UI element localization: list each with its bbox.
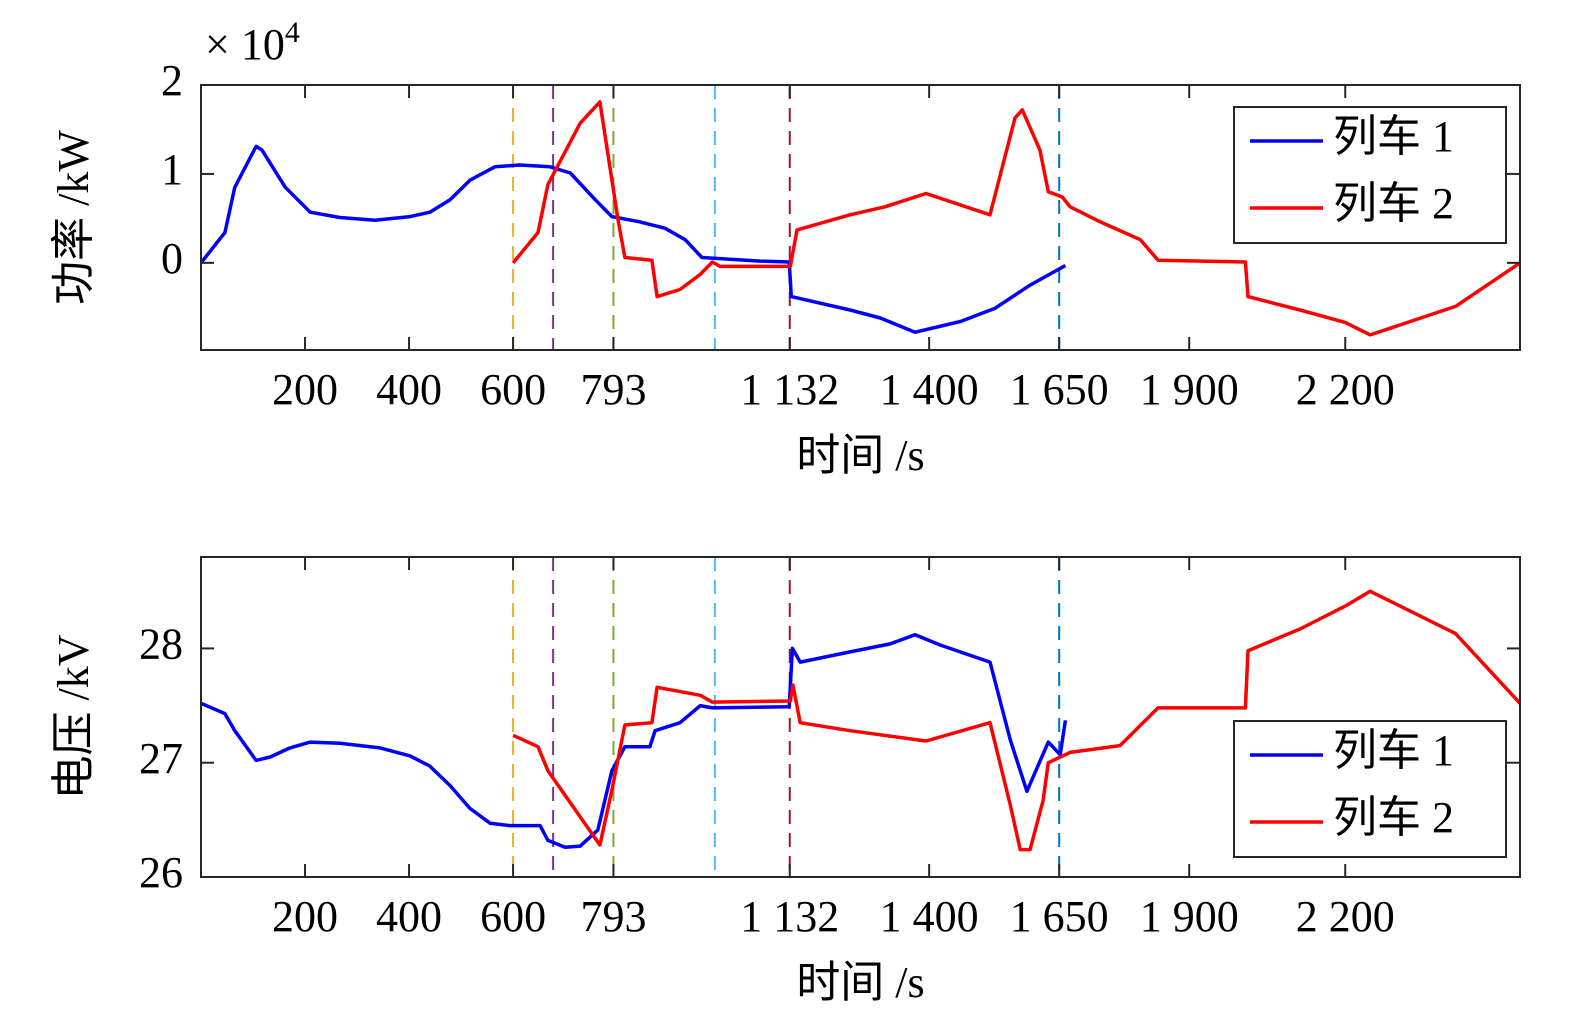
legend-box [1233, 106, 1507, 244]
legend-label: 列车 2 [1333, 793, 1454, 842]
x-tick-label: 1 900 [1140, 365, 1239, 414]
data-line [511, 100, 1521, 337]
x-tick-label: 793 [580, 365, 646, 414]
x-tick-label: 2 200 [1296, 365, 1395, 414]
x-axis-label: 时间 /s [796, 431, 924, 480]
legend-label: 列车 1 [1333, 726, 1454, 775]
x-tick-label: 400 [376, 892, 442, 941]
multiplier-exp: 4 [285, 16, 300, 49]
x-tick-label: 1 400 [880, 892, 979, 941]
x-tick-label: 600 [480, 365, 546, 414]
x-tick-label: 1 132 [740, 892, 839, 941]
x-axis-label: 时间 /s [796, 958, 924, 1007]
data-line [200, 632, 1068, 850]
axes-frame [200, 556, 1521, 878]
data-line [512, 589, 1522, 852]
multiplier-base: × 10 [205, 20, 285, 69]
y-tick-label: 27 [139, 734, 183, 783]
legend-box [1233, 720, 1507, 858]
axis-multiplier: × 104 [205, 16, 300, 69]
x-tick-label: 600 [480, 892, 546, 941]
x-tick-label: 1 900 [1140, 892, 1239, 941]
x-tick-label: 200 [272, 892, 338, 941]
legend-label: 列车 1 [1333, 112, 1454, 161]
x-tick-label: 2 200 [1296, 892, 1395, 941]
y-tick-label: 0 [161, 234, 183, 283]
legend-label: 列车 2 [1333, 179, 1454, 228]
x-tick-label: 1 650 [1010, 365, 1109, 414]
x-tick-label: 200 [272, 365, 338, 414]
y-tick-label: 26 [139, 848, 183, 897]
x-tick-label: 400 [376, 365, 442, 414]
x-tick-label: 793 [580, 892, 646, 941]
y-tick-label: 1 [161, 145, 183, 194]
y-tick-label: 2 [161, 56, 183, 105]
y-axis-label: 功率 /kW [49, 130, 98, 305]
x-tick-label: 1 400 [880, 365, 979, 414]
axes-frame [200, 84, 1521, 351]
data-line [199, 144, 1067, 334]
x-tick-label: 1 132 [740, 365, 839, 414]
y-tick-label: 28 [139, 620, 183, 669]
y-axis-label: 电压 /kV [49, 634, 98, 799]
x-tick-label: 1 650 [1010, 892, 1109, 941]
